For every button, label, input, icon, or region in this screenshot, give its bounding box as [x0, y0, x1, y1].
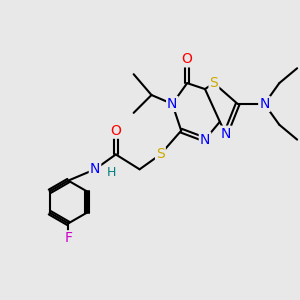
Text: N: N	[259, 97, 270, 111]
Text: O: O	[182, 52, 193, 66]
Text: S: S	[156, 148, 165, 161]
Text: H: H	[106, 167, 116, 179]
Text: N: N	[167, 97, 178, 111]
Text: N: N	[200, 133, 210, 147]
Text: O: O	[110, 124, 121, 138]
Text: N: N	[90, 162, 100, 176]
Text: F: F	[64, 231, 72, 245]
Text: S: S	[209, 76, 218, 90]
Text: N: N	[220, 127, 231, 141]
